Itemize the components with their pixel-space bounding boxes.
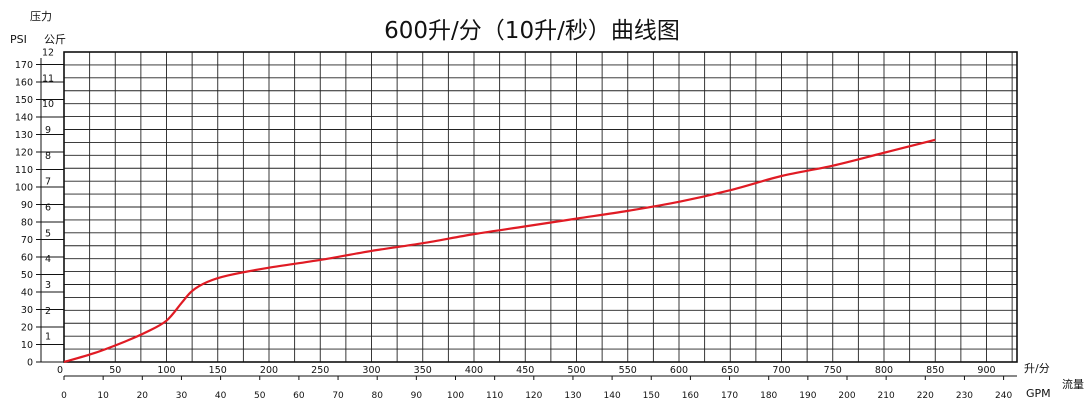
x-gpm-tick-label: 0 bbox=[61, 391, 67, 401]
y-psi-tick-label: 160 bbox=[15, 78, 33, 89]
y-psi-tick-label: 130 bbox=[15, 130, 33, 141]
y-psi-tick-label: 150 bbox=[15, 95, 33, 106]
x-lpm-tick-label: 450 bbox=[516, 365, 534, 376]
x-gpm-unit: GPM bbox=[1026, 387, 1051, 400]
x-gpm-tick-label: 220 bbox=[917, 391, 934, 401]
x-gpm-tick-label: 10 bbox=[97, 391, 109, 401]
y-psi-tick-label: 20 bbox=[21, 323, 33, 334]
x-lpm-tick-label: 750 bbox=[824, 365, 842, 376]
x-lpm-tick-label: 850 bbox=[926, 365, 944, 376]
y-kg-tick-label: 1 bbox=[45, 332, 51, 343]
y-psi-tick-label: 40 bbox=[21, 288, 33, 299]
x-gpm-tick-label: 160 bbox=[682, 391, 699, 401]
x-gpm-tick-label: 140 bbox=[604, 391, 621, 401]
y-psi-tick-label: 30 bbox=[21, 305, 33, 316]
x-gpm-tick-label: 190 bbox=[799, 391, 816, 401]
grid bbox=[40, 51, 1018, 377]
x-gpm-tick-label: 240 bbox=[995, 391, 1012, 401]
y-psi-tick-label: 100 bbox=[15, 183, 33, 194]
x-lpm-tick-label: 900 bbox=[977, 365, 995, 376]
y-psi-tick-label: 140 bbox=[15, 113, 33, 124]
x-gpm-tick-label: 20 bbox=[137, 391, 149, 401]
y-kg-tick-label: 5 bbox=[45, 228, 51, 239]
chart-title: 600升/分（10升/秒）曲线图 bbox=[384, 18, 680, 44]
x-lpm-tick-label: 500 bbox=[567, 365, 585, 376]
x-lpm-unit: 升/分 bbox=[1024, 362, 1050, 375]
x-gpm-tick-label: 90 bbox=[411, 391, 423, 401]
x-lpm-tick-label: 350 bbox=[414, 365, 432, 376]
y-psi-tick-label: 70 bbox=[21, 235, 33, 246]
y-kg-tick-label: 8 bbox=[45, 151, 51, 162]
y-psi-tick-label: 120 bbox=[15, 148, 33, 159]
x-lpm-tick-label: 300 bbox=[362, 365, 380, 376]
x-gpm-tick-label: 200 bbox=[838, 391, 855, 401]
y-kg-tick-label: 3 bbox=[45, 280, 51, 291]
tick-labels: 0 50 100 150 200 250 300 350 400 450 500 550 600 650 7… bbox=[15, 48, 1013, 401]
x-lpm-tick-label: 600 bbox=[670, 365, 688, 376]
y-kg-tick-label: 6 bbox=[45, 203, 51, 214]
y-psi-tick-label: 170 bbox=[15, 60, 33, 71]
y-psi-tick-label: 0 bbox=[27, 358, 33, 369]
y-kg-tick-label: 12 bbox=[42, 48, 54, 59]
x-gpm-tick-label: 40 bbox=[215, 391, 227, 401]
y-psi-tick-label: 80 bbox=[21, 218, 33, 229]
y-kg-tick-label: 9 bbox=[45, 125, 51, 136]
y-psi-tick-label: 110 bbox=[15, 165, 33, 176]
x-gpm-tick-label: 120 bbox=[525, 391, 542, 401]
x-lpm-tick-label: 800 bbox=[875, 365, 893, 376]
y-kg-tick-label: 10 bbox=[42, 99, 54, 110]
x-gpm-tick-label: 130 bbox=[564, 391, 581, 401]
x-gpm-tick-label: 180 bbox=[760, 391, 777, 401]
series-layer bbox=[63, 138, 936, 364]
x-gpm-tick-label: 110 bbox=[486, 391, 503, 401]
y-kg-tick-label: 2 bbox=[45, 306, 51, 317]
x-lpm-tick-label: 100 bbox=[157, 365, 175, 376]
x-lpm-tick-label: 150 bbox=[209, 365, 227, 376]
x-gpm-tick-label: 170 bbox=[721, 391, 738, 401]
y-psi-unit: PSI bbox=[10, 33, 27, 46]
y-psi-tick-label: 10 bbox=[21, 340, 33, 351]
x-gpm-tick-label: 50 bbox=[254, 391, 266, 401]
x-axis-title: 流量 bbox=[1062, 377, 1084, 391]
x-gpm-tick-label: 230 bbox=[956, 391, 973, 401]
x-gpm-tick-label: 30 bbox=[176, 391, 188, 401]
y-kg-unit: 公斤 bbox=[44, 33, 66, 46]
plot-frame bbox=[63, 51, 1018, 363]
x-lpm-tick-label: 50 bbox=[109, 365, 121, 376]
y-kg-tick-label: 7 bbox=[45, 177, 51, 188]
y-psi-tick-label: 90 bbox=[21, 200, 33, 211]
x-gpm-tick-label: 150 bbox=[643, 391, 660, 401]
series-line bbox=[63, 138, 936, 364]
x-lpm-tick-label: 700 bbox=[772, 365, 790, 376]
y-psi-tick-label: 50 bbox=[21, 270, 33, 281]
x-lpm-tick-label: 550 bbox=[619, 365, 637, 376]
x-lpm-tick-label: 650 bbox=[721, 365, 739, 376]
x-lpm-tick-label: 200 bbox=[260, 365, 278, 376]
y-kg-tick-label: 4 bbox=[45, 254, 51, 265]
y-kg-tick-label: 11 bbox=[42, 73, 54, 84]
x-gpm-tick-label: 80 bbox=[371, 391, 383, 401]
x-gpm-tick-label: 100 bbox=[447, 391, 464, 401]
x-gpm-tick-label: 60 bbox=[293, 391, 305, 401]
y-psi-tick-label: 60 bbox=[21, 253, 33, 264]
x-lpm-tick-label: 250 bbox=[311, 365, 329, 376]
y-axis-title: 压力 bbox=[30, 10, 52, 23]
x-lpm-tick-label: 0 bbox=[57, 365, 63, 376]
x-lpm-tick-label: 400 bbox=[465, 365, 483, 376]
x-gpm-tick-label: 210 bbox=[878, 391, 895, 401]
x-gpm-tick-label: 70 bbox=[332, 391, 344, 401]
